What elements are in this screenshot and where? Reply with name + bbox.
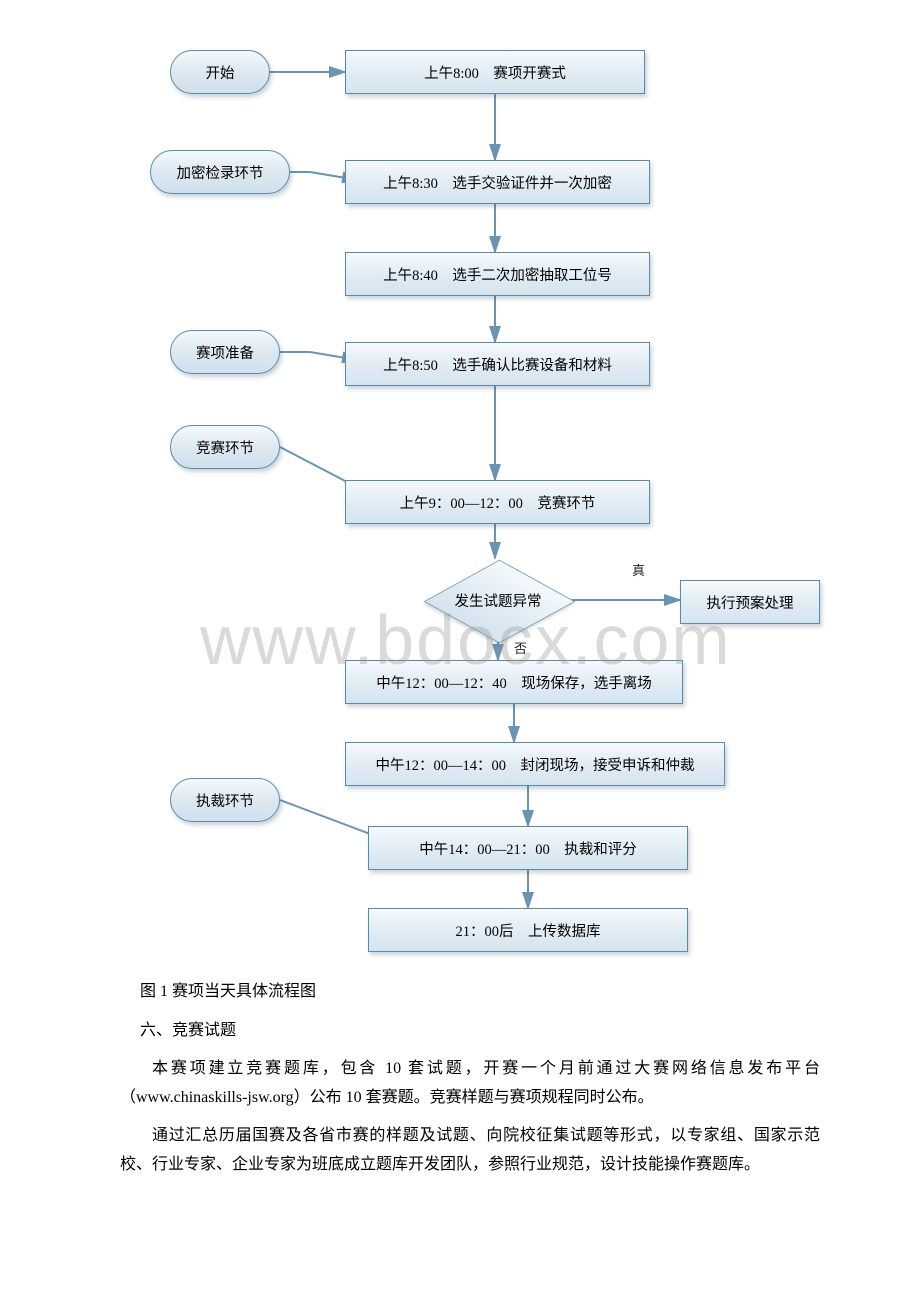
flow-node-step: 上午8:00 赛项开赛式 [345,50,645,94]
flow-node-step: 中午14：00—21：00 执裁和评分 [368,826,688,870]
flow-node-step: 上午8:50 选手确认比赛设备和材料 [345,342,650,386]
flow-node-step: 21：00后 上传数据库 [368,908,688,952]
flow-node-step: 上午8:40 选手二次加密抽取工位号 [345,252,650,296]
flow-node-stage: 竞赛环节 [170,425,280,469]
flowchart-container: 开始 上午8:00 赛项开赛式加密检录环节 上午8:30 选手交验证件并一次加密上午… [140,40,840,960]
watermark-text: www.bdocx.com [200,600,732,680]
flow-edge-label: 真 [632,560,645,579]
body-paragraph: 通过汇总历届国赛及各省市赛的样题及试题、向院校征集试题等形式，以专家组、国家示范… [120,1121,820,1180]
flow-node-stage: 加密检录环节 [150,150,290,194]
flow-node-stage: 执裁环节 [170,778,280,822]
section-heading: 六、竞赛试题 [140,1017,820,1046]
flow-node-step: 中午12：00—14：00 封闭现场，接受申诉和仲裁 [345,742,725,786]
body-paragraph: 本赛项建立竞赛题库，包含 10 套试题，开赛一个月前通过大赛网络信息发布平台（w… [120,1054,820,1113]
flow-node-stage: 开始 [170,50,270,94]
flow-node-step: 上午9：00—12：00 竞赛环节 [345,480,650,524]
flow-node-step: 上午8:30 选手交验证件并一次加密 [345,160,650,204]
figure-caption: 图 1 赛项当天具体流程图 [140,978,820,1007]
flow-node-stage: 赛项准备 [170,330,280,374]
